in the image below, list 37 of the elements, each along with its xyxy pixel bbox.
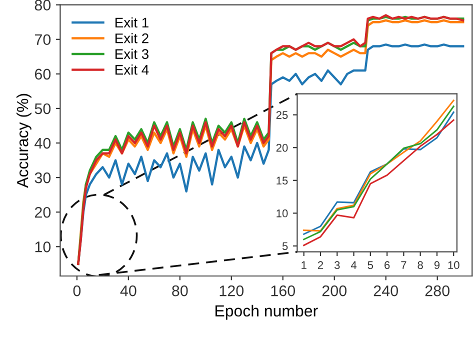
y-tick-label: 50 [34, 103, 51, 114]
legend-label: Exit 4 [116, 64, 149, 75]
y-tick-label: 40 [34, 138, 51, 149]
x-tick-label: 6 [384, 261, 390, 270]
y-tick-label: 70 [34, 34, 51, 46]
x-tick-label: 2 [318, 261, 324, 269]
y-axis-title: Accuracy (%) [16, 94, 32, 188]
x-tick-label: 200 [322, 285, 347, 296]
x-axis-title: Epoch number [216, 304, 318, 320]
x-tick-label: 7 [401, 261, 406, 269]
x-tick-label: 240 [374, 285, 398, 296]
x-tick-label: 160 [271, 285, 296, 296]
x-tick-label: 80 [172, 285, 188, 296]
legend-label: Exit 3 [116, 48, 148, 59]
y-tick-label: 60 [34, 68, 51, 80]
x-tick-label: 120 [220, 285, 244, 296]
legend-label: Exit 1 [116, 17, 148, 28]
x-tick-label: 8 [418, 261, 423, 270]
y-tick-label: 15 [276, 176, 288, 185]
x-tick-label: 1 [302, 261, 306, 269]
x-tick-label: 5 [368, 261, 374, 270]
y-tick-label: 10 [35, 242, 51, 252]
x-tick-label: 3 [334, 261, 340, 270]
y-tick-label: 80 [34, 0, 51, 11]
legend-label: Exit 2 [116, 33, 148, 44]
y-tick-label: 30 [34, 172, 51, 184]
y-tick-label: 20 [34, 206, 51, 218]
x-tick-label: 0 [73, 285, 81, 296]
x-tick-label: 9 [434, 261, 440, 270]
y-tick-label: 5 [282, 242, 288, 250]
y-tick-label: 25 [276, 111, 288, 119]
x-tick-label: 280 [425, 285, 450, 296]
y-tick-label: 20 [276, 144, 288, 152]
y-tick-label: 10 [276, 209, 288, 218]
x-tick-label: 4 [350, 261, 357, 269]
x-tick-label: 40 [120, 285, 136, 296]
x-tick-label: 10 [448, 261, 460, 270]
